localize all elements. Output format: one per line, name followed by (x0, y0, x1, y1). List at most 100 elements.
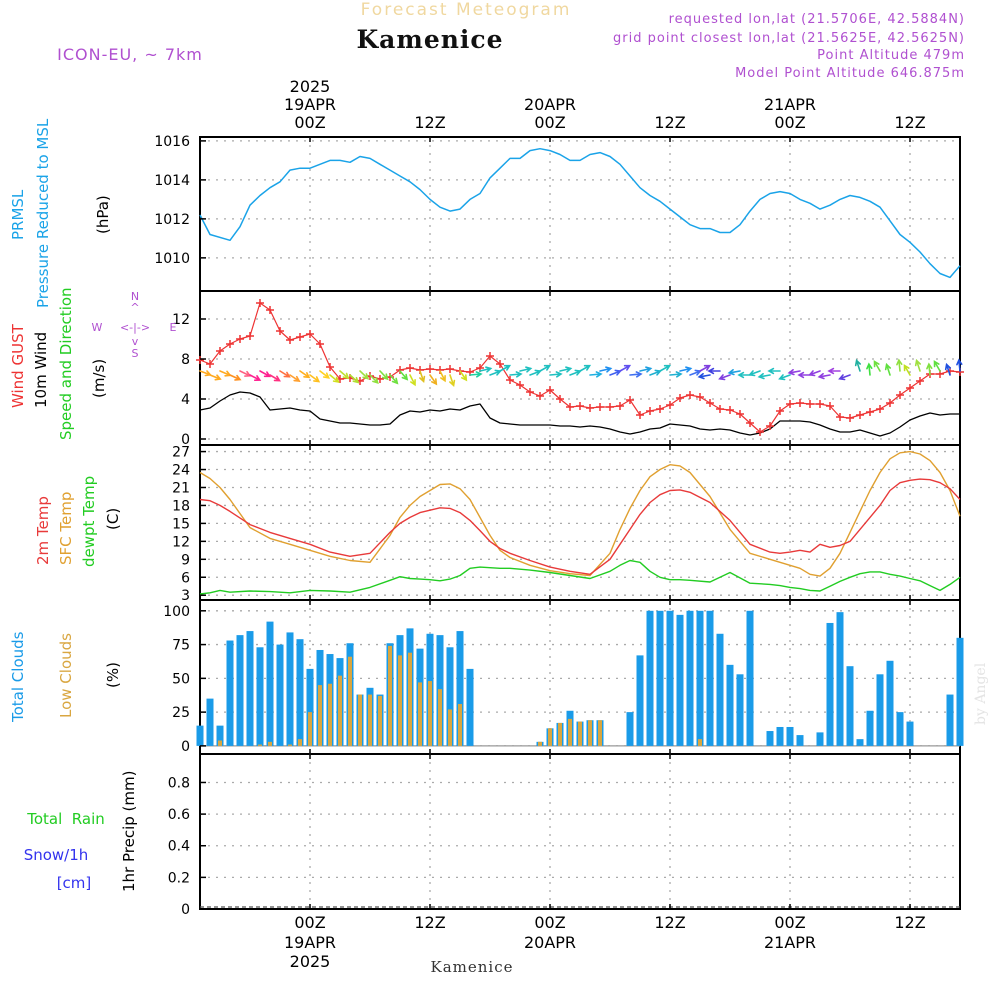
total-cloud-bar (786, 726, 794, 746)
wind-gust-marker (266, 306, 274, 314)
wind-direction-arrow (589, 371, 603, 378)
label-total-clouds: Total Clouds (9, 631, 27, 723)
wind-direction-arrow (359, 370, 370, 380)
compass-down: v (132, 335, 139, 348)
y-tick-label: 9 (181, 552, 190, 568)
wind-direction-arrow (697, 373, 711, 380)
low-cloud-bar (328, 683, 332, 746)
wind-gust-marker (536, 392, 544, 400)
y-tick-label: 0.6 (168, 807, 190, 823)
wind-direction-arrow (449, 374, 456, 387)
wind-gust-marker (906, 384, 914, 392)
wind-gust-marker (766, 422, 774, 430)
wind-gust-marker (916, 377, 924, 385)
wind-direction-arrow (926, 362, 933, 376)
wind-gust-marker (556, 395, 564, 403)
wind-gust-marker (306, 330, 314, 338)
compass-up: ^ (130, 301, 139, 314)
y-tick-label: 12 (172, 312, 190, 328)
wind-direction-arrow (679, 366, 693, 373)
wind-gust-marker (486, 352, 494, 360)
wind-direction-arrow (944, 362, 951, 376)
total-cloud-bar (206, 698, 214, 746)
wind-gust-marker (786, 400, 794, 408)
wind-gust-marker (666, 401, 674, 409)
wind-gust-marker (506, 376, 514, 384)
data-layer (196, 147, 964, 908)
wind-gust-marker (886, 399, 894, 407)
total-cloud-bar (736, 674, 744, 746)
x-tick-label-top: 12Z (414, 113, 445, 132)
y-tick-label: 1016 (154, 134, 190, 150)
wind-gust-marker (866, 408, 874, 416)
wind-gust-marker (286, 336, 294, 344)
wind-gust-marker (726, 406, 734, 414)
wind-gust-marker (696, 393, 704, 401)
wind-direction-arrow (699, 364, 712, 372)
y-tick-label: 75 (172, 638, 190, 654)
y-tick-label: 0.4 (168, 839, 190, 855)
low-cloud-bar (368, 694, 372, 746)
wind-direction-arrow (659, 364, 672, 372)
low-cloud-bar (378, 695, 382, 746)
wind-gust-marker (526, 388, 534, 396)
wind-gust-marker (566, 403, 574, 411)
wind-gust-marker (546, 386, 554, 394)
wind-gust-marker (846, 414, 854, 422)
wind-gust-marker (706, 399, 714, 407)
wind-gust-marker (736, 410, 744, 418)
y-tick-label: 0 (181, 739, 190, 755)
x-date-label-bottom: 20APR (524, 933, 576, 952)
x-date-label-bottom: 21APR (764, 933, 816, 952)
total-cloud-bar (446, 647, 454, 746)
wind-direction-arrow (757, 373, 771, 380)
label-sfc-temp: SFC Temp (57, 492, 75, 565)
low-cloud-bar (438, 689, 442, 746)
low-cloud-bar (588, 720, 592, 746)
wind-direction-arrow (229, 374, 242, 381)
x-year-label-bottom: 2025 (290, 952, 331, 971)
wind-direction-arrow (896, 358, 903, 372)
wind-direction-arrow (748, 370, 761, 377)
low-cloud-bar (258, 744, 262, 746)
low-cloud-bar (388, 645, 392, 746)
y-tick-label: 1010 (154, 251, 190, 267)
tick-layer: 1010101210141016048123691215182124270255… (154, 77, 925, 971)
wind-gust-marker (326, 363, 334, 371)
y-tick-label: 24 (172, 463, 190, 479)
y-tick-label: 0.8 (168, 775, 190, 791)
total-cloud-bar (876, 674, 884, 746)
compass-s: S (132, 347, 139, 360)
label-cloud-unit: (%) (104, 662, 122, 688)
wind-gust-marker (756, 428, 764, 436)
x-tick-label-top: 12Z (894, 113, 925, 132)
wind-direction-arrow (529, 369, 542, 376)
wind-direction-arrow (599, 366, 613, 373)
compass-e: E (170, 321, 177, 334)
y-tick-label: 8 (181, 352, 190, 368)
total-cloud-bar (676, 614, 684, 746)
low-cloud-bar (548, 728, 552, 746)
label-dewpt-temp: dewpt Temp (80, 476, 98, 567)
total-cloud-bar (886, 660, 894, 746)
wind-gust-marker (656, 405, 664, 413)
wind-direction-arrow (329, 374, 340, 384)
total-cloud-bar (776, 726, 784, 746)
low-cloud-bar (458, 704, 462, 746)
total-cloud-bar (906, 721, 914, 746)
wind-gust-marker (226, 340, 234, 348)
total-cloud-bar (456, 631, 464, 746)
footer-location: Kamenice (431, 958, 514, 976)
wind-gust-marker (516, 381, 524, 389)
low-cloud-bar (598, 720, 602, 746)
low-cloud-bar (538, 741, 542, 746)
total-cloud-bar (956, 637, 964, 746)
total-cloud-bar (706, 610, 714, 746)
wind-direction-arrow (808, 370, 821, 377)
label-snow: Snow/1h (24, 846, 89, 864)
wind-direction-arrow (479, 366, 493, 373)
wind-gust-marker (606, 403, 614, 411)
wind-gust-marker (646, 407, 654, 415)
total-cloud-bar (766, 731, 774, 746)
